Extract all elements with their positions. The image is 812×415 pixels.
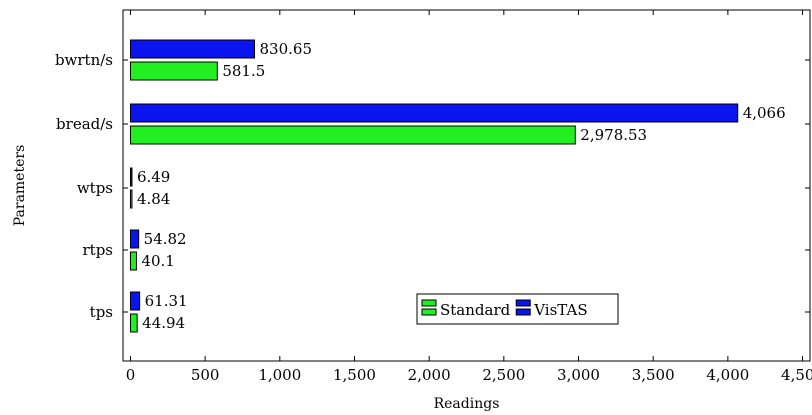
x-tick-label: 1,000 — [258, 366, 301, 384]
x-tick-label: 2,500 — [482, 366, 525, 384]
plot-frame — [122, 9, 811, 362]
category-label: bread/s — [56, 115, 113, 133]
data-label: 4,066 — [743, 104, 786, 122]
y-axis-title: Parameters — [12, 145, 28, 227]
x-tick-label: 500 — [191, 366, 220, 384]
bar-standard — [129, 313, 138, 333]
legend-swatch — [515, 299, 531, 307]
x-tick-label: 4,500 — [781, 366, 812, 384]
x-tick-label: 3,500 — [632, 366, 675, 384]
bar-standard — [129, 61, 218, 81]
data-label: 4.84 — [137, 190, 170, 208]
x-tick-label: 4,000 — [706, 366, 749, 384]
x-tick-label: 0 — [126, 366, 136, 384]
x-axis-title: Readings — [434, 396, 500, 412]
data-label: 6.49 — [137, 168, 170, 186]
legend-swatch — [421, 308, 437, 316]
bar-standard — [129, 189, 133, 209]
data-label: 40.1 — [141, 252, 174, 270]
bar-standard — [129, 251, 137, 271]
bar-vistas — [129, 229, 140, 249]
bar-vistas — [129, 39, 256, 59]
category-label: bwrtn/s — [55, 51, 113, 69]
bar-vistas — [129, 167, 133, 187]
data-label: 54.82 — [144, 230, 187, 248]
legend-swatch — [515, 308, 531, 316]
category-label: tps — [90, 303, 113, 321]
bar-vistas — [129, 103, 739, 123]
category-label: rtps — [83, 241, 114, 259]
x-tick-label: 1,500 — [333, 366, 376, 384]
bar-standard — [129, 125, 576, 145]
category-label: wtps — [77, 179, 113, 197]
data-label: 61.31 — [145, 292, 188, 310]
x-tick-label: 3,000 — [557, 366, 600, 384]
data-label: 830.65 — [260, 40, 313, 58]
legend-label: Standard — [440, 301, 511, 319]
data-label: 2,978.53 — [580, 126, 647, 144]
legend-swatch — [421, 299, 437, 307]
x-tick-label: 2,000 — [408, 366, 451, 384]
bar-vistas — [129, 291, 141, 311]
data-label: 581.5 — [222, 62, 265, 80]
data-label: 44.94 — [142, 314, 185, 332]
legend-label: VisTAS — [533, 301, 587, 319]
